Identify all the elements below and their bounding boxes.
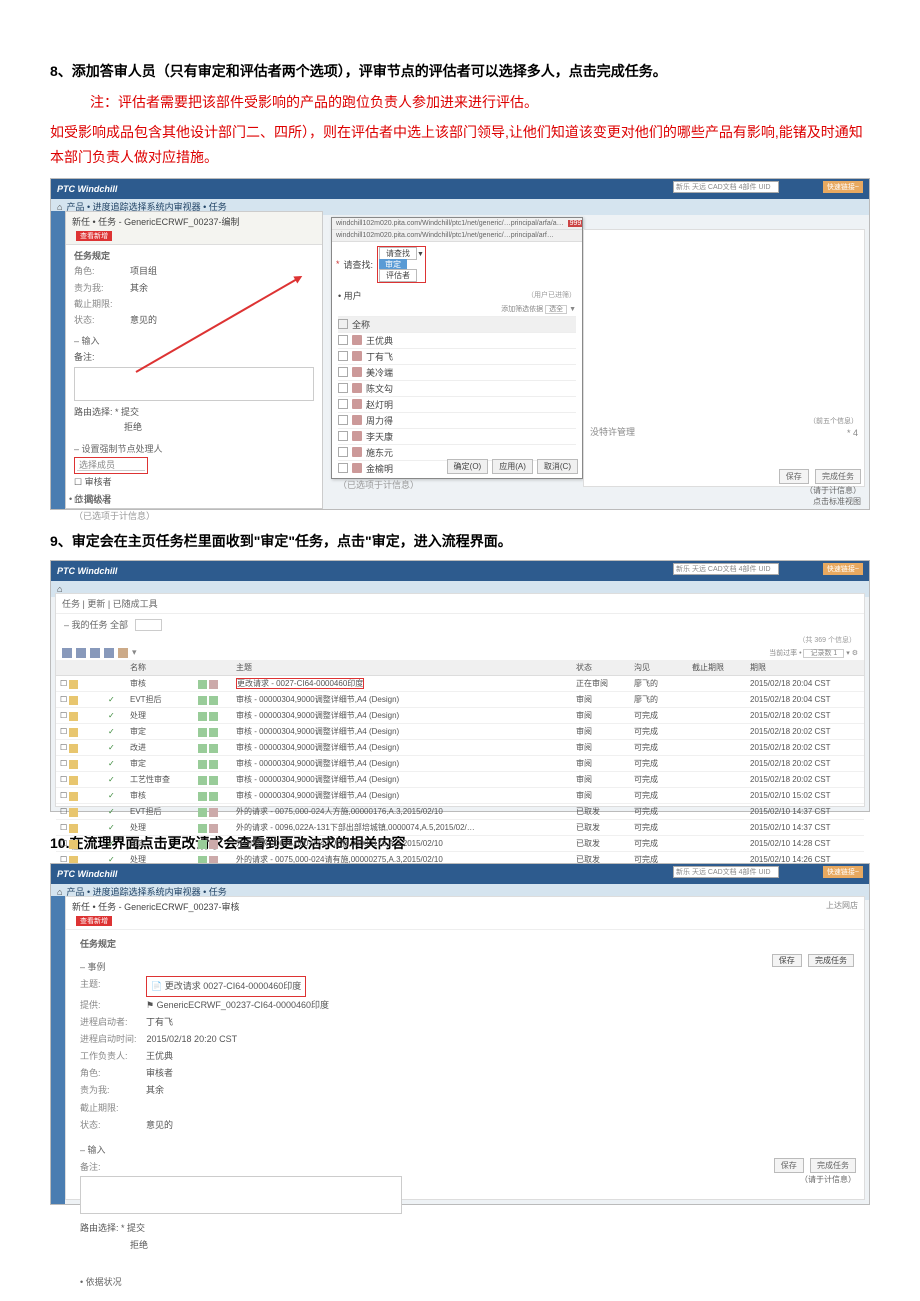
step-8-heading: 8、添加答审人员（只有审定和评估者两个选项），评审节点的评估者可以选择多人，点击… xyxy=(50,60,870,82)
tabs[interactable]: 任务 | 更新 | 已随成工具 xyxy=(56,594,864,614)
screenshot-2: PTC Windchill 新乐 天远 CAD文档 4部件 UID 快速链接~ … xyxy=(50,560,870,812)
apply-button[interactable]: 应用(A) xyxy=(492,459,533,474)
step-9-heading: 9、审定会在主页任务栏里面收到"审定"任务，点击"审定，进入流程界面。 xyxy=(50,530,870,552)
task-row[interactable]: ☐ ✓工艺性审查审核 - 00000304,9000调整详细节,A4 (Desi… xyxy=(56,772,864,788)
user-row[interactable]: 王优典 xyxy=(338,332,576,348)
app-logo: PTC Windchill xyxy=(57,184,117,194)
save-button[interactable]: 保存 xyxy=(774,1158,804,1173)
task-row[interactable]: ☐ ✓审定审核 - 00000304,9000调整详细节,A4 (Design)… xyxy=(56,724,864,740)
quick-links-button[interactable]: 快速链接~ xyxy=(823,866,863,878)
task-panel: 新任 • 任务 - GenericECRWF_00237-编制 查看新增 任务规… xyxy=(65,211,323,509)
view-new-badge[interactable]: 查看新增 xyxy=(76,231,112,241)
user-row[interactable]: 施东元 xyxy=(338,444,576,460)
right-panel: （前五个信息） 没特许管理 * 4 xyxy=(583,229,865,487)
left-rail[interactable] xyxy=(51,896,65,1204)
remark-input[interactable] xyxy=(80,1176,402,1214)
footer-buttons: 保存 完成任务 （请于计信息） 点击标准视图 xyxy=(775,469,861,507)
task-row[interactable]: ☐ ✓审核审核 - 00000304,9000调整详细节,A4 (Design)… xyxy=(56,788,864,804)
task-row[interactable]: ☐ ✓EVT担后审核 - 00000304,9000调整详细节,A4 (Desi… xyxy=(56,692,864,708)
user-row[interactable]: 美冷端 xyxy=(338,364,576,380)
task-row[interactable]: ☐ ✓处理外的请求 - 0096,022A-131下部出部培城镇,0000074… xyxy=(56,820,864,836)
complete-button[interactable]: 完成任务 xyxy=(808,954,854,967)
change-request-link[interactable]: 📄 更改请求 0027-CI64-0000460印度 xyxy=(146,976,306,997)
global-search[interactable]: 新乐 天远 CAD文档 4部件 UID xyxy=(673,181,779,193)
section-label: 任务规定 xyxy=(74,249,314,264)
global-search[interactable]: 新乐 天远 CAD文档 4部件 UID xyxy=(673,563,779,575)
change-request-link: 更改请求 - 0027-CI64-0000460印度 xyxy=(236,678,364,689)
task-row[interactable]: ☐ 审核 更改请求 - 0027-CI64-0000460印度 正在审阅廖飞的2… xyxy=(56,676,864,692)
task-row[interactable]: ☐ ✓EVT担后外的请求 - 0075,000-024人方施,00000176,… xyxy=(56,804,864,820)
task-row[interactable]: ☐ ✓审定审核 - 00000304,9000调整详细节,A4 (Design)… xyxy=(56,756,864,772)
step-8-note: 注：评估者需要把该部件受影响的产品的跑位负责人参加进来进行评估。 xyxy=(90,90,870,115)
pingguzhe-option[interactable]: 评估者 xyxy=(379,269,417,282)
complete-button[interactable]: 完成任务 xyxy=(815,469,861,484)
quick-links-button[interactable]: 快速链接~ xyxy=(823,563,863,575)
screenshot-3: PTC Windchill 新乐 天远 CAD文档 4部件 UID 快速链接~ … xyxy=(50,863,870,1205)
task-title: 新任 • 任务 - GenericECRWF_00237-编制 查看新增 xyxy=(66,212,322,245)
user-row[interactable]: 李天康 xyxy=(338,428,576,444)
view-new-badge[interactable]: 查看新增 xyxy=(76,916,112,926)
cancel-button[interactable]: 取消(C) xyxy=(537,459,578,474)
task-table: 名称 主题 状态 沟见 截止期限 期限 ☐ 审核 更改请求 - 0027-CI6… xyxy=(56,660,864,884)
task-row[interactable]: ☐ ✓处理审核 - 00000304,9000调整详细节,A4 (Design)… xyxy=(56,708,864,724)
save-button[interactable]: 保存 xyxy=(779,469,809,484)
screenshot-1: PTC Windchill 新乐 天远 CAD文档 4部件 UID 快速链接~ … xyxy=(50,178,870,510)
user-row[interactable]: 丁有飞 xyxy=(338,348,576,364)
task-row[interactable]: ☐ ✓审定外的请求 - 0075,000-024人方施,00000176,A.3… xyxy=(56,836,864,852)
user-row[interactable]: 周力得 xyxy=(338,412,576,428)
remark-input[interactable] xyxy=(74,367,314,401)
left-rail[interactable] xyxy=(51,211,65,509)
step-8-note2: 如受影响成品包含其他设计部门二、四所），则在评估者中选上该部门领导,让他们知道该… xyxy=(50,120,870,170)
quick-links-button[interactable]: 快速链接~ xyxy=(823,181,863,193)
process-status: • 依据状况 xyxy=(69,492,111,505)
save-button[interactable]: 保存 xyxy=(772,954,802,967)
complete-button[interactable]: 完成任务 xyxy=(810,1158,856,1173)
task-row[interactable]: ☐ ✓改进审核 - 00000304,9000调整详细节,A4 (Design)… xyxy=(56,740,864,756)
global-search[interactable]: 新乐 天远 CAD文档 4部件 UID xyxy=(673,866,779,878)
user-row[interactable]: 陈文勾 xyxy=(338,380,576,396)
user-row[interactable]: 赵灯明 xyxy=(338,396,576,412)
find-user-dialog: windchill102m020.pita.com/Windchill/ptc1… xyxy=(331,217,583,479)
role-group-highlight: 请查找▼ 审定 评估者 xyxy=(377,246,426,283)
ok-button[interactable]: 确定(O) xyxy=(447,459,489,474)
